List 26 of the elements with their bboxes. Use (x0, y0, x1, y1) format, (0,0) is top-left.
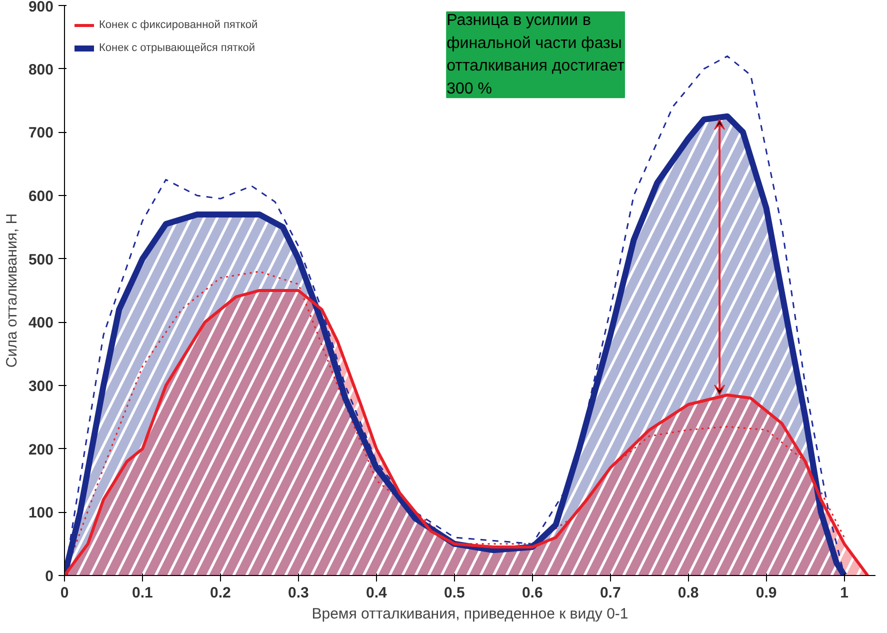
y-tick-label: 200 (28, 441, 54, 458)
x-tick-label: 0 (60, 584, 69, 602)
legend-label: Конек с отрывающейся пяткой (99, 42, 256, 54)
y-tick-label: 0 (45, 568, 54, 585)
y-tick-label: 400 (28, 314, 54, 332)
x-tick-label: 1 (840, 584, 848, 602)
y-tick-label: 100 (28, 504, 54, 522)
x-tick-label: 0.1 (132, 584, 153, 602)
x-tick-label: 0.6 (522, 584, 543, 602)
x-tick-label: 0.9 (756, 584, 777, 602)
x-axis-title: Время отталкивания, приведенное к виду 0-1 (312, 606, 628, 622)
x-tick-label: 0.3 (288, 584, 309, 602)
y-axis-title: Сила отталкивания, Н (3, 213, 20, 368)
legend-label: Конек с фиксированной пяткой (99, 19, 258, 31)
y-tick-label: 500 (28, 251, 54, 268)
x-tick-label: 0.5 (444, 584, 465, 602)
x-tick-label: 0.8 (678, 584, 699, 602)
x-tick-label: 0.2 (210, 584, 231, 602)
annotation: Разница в усилии в финальной части фазы отталкивания достигает 300 % (446, 12, 626, 98)
y-tick-label: 600 (28, 188, 54, 205)
y-tick-label: 900 (28, 0, 54, 16)
y-tick-label: 800 (28, 61, 54, 78)
x-tick-label: 0.4 (366, 584, 388, 602)
y-tick-label: 700 (28, 124, 54, 142)
y-tick-label: 300 (28, 378, 54, 395)
x-tick-label: 0.7 (600, 584, 621, 602)
